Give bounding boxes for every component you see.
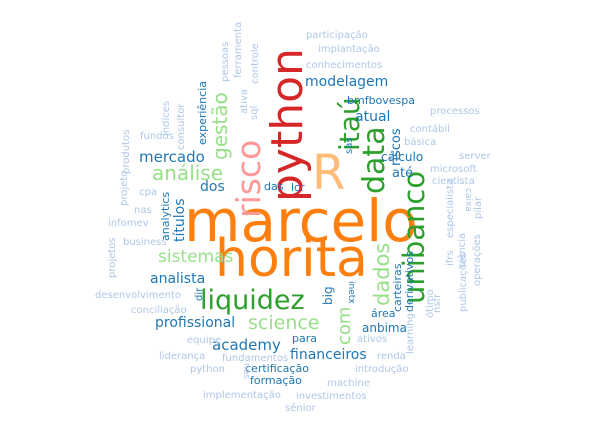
word-pilar: pilar: [473, 196, 484, 219]
word-dir: dir: [194, 287, 205, 301]
word-nsfr: nsfr: [432, 293, 443, 313]
word-anbima: anbima: [362, 321, 407, 335]
word-bmfbovespa: bmfbovespa: [347, 94, 416, 107]
word-liquidez: liquidez: [200, 285, 305, 316]
word-produtos: produtos: [121, 129, 132, 174]
word-pessoas: pessoas: [220, 41, 231, 82]
word-projetos: projetos: [107, 237, 118, 278]
word-consultor: consultor: [176, 103, 187, 150]
word-senior: sênior: [285, 403, 316, 414]
word-fundos: fundos: [140, 131, 174, 142]
word-dados: dados: [370, 242, 394, 306]
word-titulos: títulos: [172, 198, 188, 243]
word-introducao: introdução: [355, 364, 409, 375]
word-nas: nas: [134, 205, 152, 216]
word-das: das: [264, 180, 284, 193]
word-operacoes: operações: [472, 234, 483, 286]
word-learning: learning: [405, 313, 416, 354]
word-renda: renda: [377, 351, 406, 362]
word-contabil: contábil: [410, 124, 450, 135]
word-horita: horita: [215, 229, 368, 289]
word-ativos: ativos: [357, 334, 388, 345]
word-sql: sql: [249, 105, 260, 120]
word-business: business: [123, 237, 167, 248]
word-science: science: [248, 312, 320, 334]
word-microsoft: microsoft: [430, 164, 477, 175]
word-carteiras: carteiras: [391, 263, 404, 312]
word-equipe: equipe: [187, 335, 222, 346]
word-implementacao: implementação: [203, 390, 281, 401]
word-ifrs: ifrs: [445, 250, 456, 266]
word-conhecimentos: conhecimentos: [306, 60, 383, 71]
word-controle: controle: [250, 43, 261, 84]
word-dos: dos: [200, 179, 225, 195]
word-lcr: lcr: [291, 181, 305, 194]
word-area: área: [371, 307, 396, 320]
word-gestao: gestão: [208, 92, 232, 160]
word-analista: analista: [150, 271, 206, 287]
word-big: big: [321, 286, 335, 305]
word-profissional: profissional: [155, 315, 236, 331]
word-participacao: participação: [306, 30, 368, 41]
word-infomev: infomev: [108, 218, 149, 229]
word-ferramenta: ferramenta: [233, 21, 244, 78]
word-cientista: cientista: [432, 176, 475, 187]
word-nos: nos: [241, 363, 251, 379]
word-implantacao: implantação: [318, 44, 380, 55]
word-basica: básica: [404, 137, 437, 148]
word-analytics: analytics: [159, 191, 172, 241]
word-mercado: mercado: [139, 148, 205, 166]
word-projeto: projeto: [119, 170, 130, 206]
word-com: com: [334, 306, 355, 345]
word-processos: processos: [430, 106, 480, 117]
word-fundamentos: fundamentos: [222, 353, 289, 364]
word-para: para: [292, 332, 317, 345]
word-derivativos: derivativos: [403, 251, 416, 312]
word-desenvolvimento: desenvolvimento: [95, 290, 181, 301]
word-calculo: cálculo: [381, 150, 424, 164]
word-atual: atual: [355, 109, 391, 125]
word-inetx: inetx: [346, 281, 356, 304]
word-caixa: caixa: [463, 188, 473, 212]
word-investimentos: investimentos: [296, 391, 367, 402]
word-lideranca: liderança: [159, 351, 206, 362]
word-sas: sas: [344, 137, 355, 154]
word-cpa: cpa: [139, 187, 157, 198]
word-analise: análise: [152, 161, 224, 185]
word-indices: índices: [161, 100, 172, 136]
word-risco: risco: [229, 139, 268, 218]
word-experiencia: experiência: [196, 81, 209, 145]
word-server: server: [459, 151, 491, 162]
word-certificacao: certificação: [245, 362, 309, 375]
word-python: python: [262, 48, 313, 202]
word-marcelo: marcelo: [184, 187, 418, 255]
word-machine: machine: [327, 378, 370, 389]
word-modelagem: modelagem: [305, 74, 389, 90]
word-formacao: formação: [250, 374, 302, 387]
word-sistemas: sistemas: [158, 247, 234, 267]
word-academy: academy: [212, 336, 281, 354]
word-especialista: especialista: [445, 178, 456, 238]
word-conciliacao: conciliação: [131, 305, 187, 316]
word-financeiros: financeiros: [290, 347, 367, 363]
word-ate: até: [392, 166, 414, 181]
word-python-small: python: [190, 364, 225, 375]
word-publicacoes: publicações: [458, 252, 469, 312]
word-r: R: [312, 145, 346, 201]
